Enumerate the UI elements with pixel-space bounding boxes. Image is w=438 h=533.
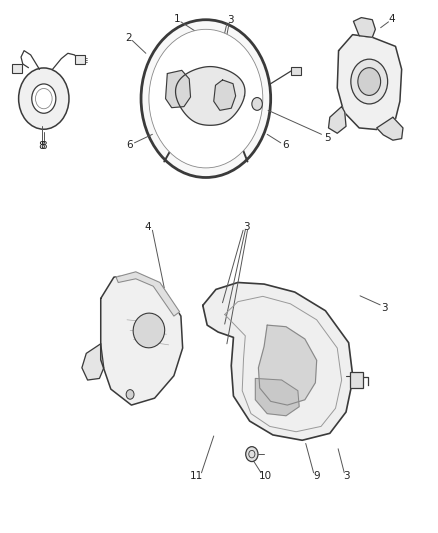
- Text: 8: 8: [40, 141, 47, 150]
- Circle shape: [149, 29, 263, 168]
- Polygon shape: [116, 272, 180, 316]
- Circle shape: [246, 447, 258, 462]
- FancyBboxPatch shape: [75, 55, 85, 64]
- Text: 10: 10: [259, 471, 272, 481]
- Polygon shape: [377, 117, 403, 140]
- FancyBboxPatch shape: [350, 372, 363, 388]
- Circle shape: [252, 98, 262, 110]
- Polygon shape: [82, 344, 104, 380]
- Text: 4: 4: [389, 14, 396, 23]
- Ellipse shape: [32, 84, 56, 114]
- Text: 6: 6: [283, 140, 290, 150]
- Polygon shape: [176, 67, 245, 125]
- Text: 5: 5: [324, 133, 331, 142]
- Polygon shape: [255, 378, 299, 416]
- Text: 3: 3: [343, 471, 350, 481]
- Circle shape: [351, 59, 388, 104]
- Circle shape: [141, 20, 271, 177]
- Text: 9: 9: [313, 471, 320, 481]
- Text: 1: 1: [174, 14, 181, 23]
- Polygon shape: [203, 282, 353, 440]
- Ellipse shape: [133, 313, 165, 348]
- FancyBboxPatch shape: [12, 64, 22, 73]
- Text: 11: 11: [190, 471, 203, 481]
- Text: 3: 3: [243, 222, 250, 231]
- Polygon shape: [214, 80, 236, 110]
- FancyBboxPatch shape: [291, 67, 301, 75]
- Ellipse shape: [18, 68, 69, 130]
- Text: 6: 6: [126, 140, 133, 150]
- Text: 3: 3: [227, 15, 234, 25]
- Text: 8: 8: [38, 141, 45, 150]
- Polygon shape: [258, 325, 317, 405]
- Polygon shape: [101, 274, 183, 405]
- Circle shape: [126, 390, 134, 399]
- Circle shape: [358, 68, 381, 95]
- Polygon shape: [166, 70, 191, 108]
- Text: 2: 2: [125, 34, 132, 43]
- Text: 3: 3: [381, 303, 388, 313]
- Polygon shape: [353, 18, 375, 37]
- Polygon shape: [337, 35, 402, 130]
- Text: 4: 4: [145, 222, 152, 231]
- Polygon shape: [328, 107, 346, 133]
